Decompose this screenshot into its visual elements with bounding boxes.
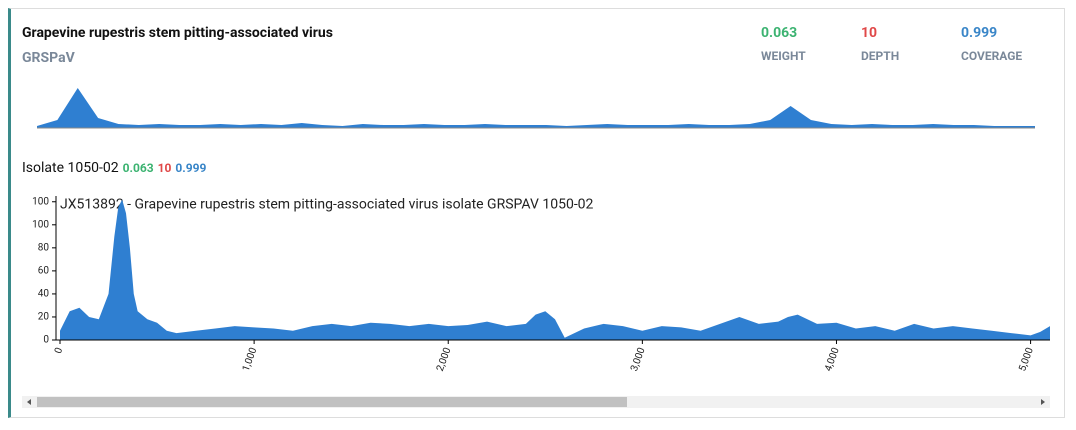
overview-area xyxy=(37,88,1035,128)
stat-label: COVERAGE xyxy=(961,49,1023,63)
x-tick-label: 3,000 xyxy=(629,346,648,373)
x-tick-label: 1,000 xyxy=(241,346,260,373)
isolate-row: Isolate 1050-02 0.063 10 0.999 xyxy=(22,160,206,176)
x-tick-label: 2,000 xyxy=(435,346,454,373)
y-tick-label: 100 xyxy=(32,219,49,230)
scrollbar-thumb[interactable] xyxy=(37,397,627,407)
stat-label: DEPTH xyxy=(861,49,900,63)
virus-title: Grapevine rupestris stem pitting-associa… xyxy=(22,25,333,41)
stat-value: 10 xyxy=(861,25,878,41)
y-tick-label: 0 xyxy=(43,335,49,346)
x-tick-label: 4,000 xyxy=(823,346,842,373)
y-tick-label: 80 xyxy=(38,242,50,253)
coverage-area xyxy=(60,199,1050,340)
y-tick-label: 40 xyxy=(38,289,50,300)
y-tick-label: 100 xyxy=(32,196,49,207)
y-tick-label: 60 xyxy=(38,266,50,277)
x-tick-label: 0 xyxy=(53,346,65,355)
stat-value: 0.999 xyxy=(961,25,998,41)
isolate-weight: 0.063 xyxy=(122,161,154,175)
y-tick-label: 20 xyxy=(38,312,50,323)
stat-value: 0.063 xyxy=(761,25,798,41)
isolate-name: Isolate 1050-02 xyxy=(22,160,119,176)
scroll-left[interactable] xyxy=(27,399,31,405)
isolate-coverage: 0.999 xyxy=(175,161,207,175)
chart-title: JX513892 - Grapevine rupestris stem pitt… xyxy=(60,197,594,213)
stat-label: WEIGHT xyxy=(761,49,806,63)
virus-abbreviation: GRSPaV xyxy=(22,50,75,66)
scroll-right[interactable] xyxy=(1041,399,1045,405)
x-tick-label: 5,000 xyxy=(1017,346,1036,373)
isolate-depth: 10 xyxy=(157,161,172,175)
virus-card xyxy=(8,8,1065,418)
